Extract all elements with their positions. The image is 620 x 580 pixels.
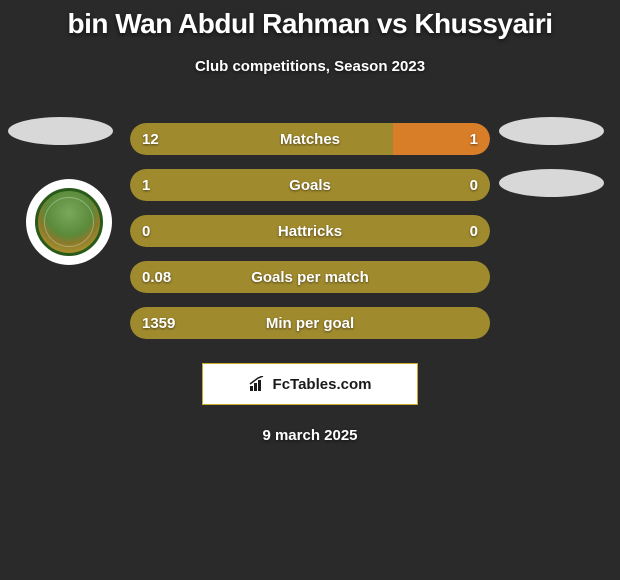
date-label: 9 march 2025	[0, 427, 620, 444]
club-left-badge	[26, 179, 112, 265]
stat-label: Min per goal	[130, 315, 490, 332]
stats-area: 121Matches 10Goals 00Hattricks 0.08Goals pe…	[0, 123, 620, 339]
player-left-avatar-placeholder	[8, 117, 113, 145]
stat-row: 00Hattricks	[130, 215, 490, 247]
stat-row: 121Matches	[130, 123, 490, 155]
footer-brand[interactable]: FcTables.com	[202, 363, 418, 405]
stat-label: Goals	[130, 177, 490, 194]
footer-brand-text: FcTables.com	[273, 376, 372, 393]
stat-bars: 121Matches 10Goals 00Hattricks 0.08Goals pe…	[130, 123, 490, 339]
subtitle: Club competitions, Season 2023	[0, 58, 620, 75]
club-right-badge-placeholder	[499, 169, 604, 197]
stat-label: Matches	[130, 131, 490, 148]
stat-label: Goals per match	[130, 269, 490, 286]
stat-row: 0.08Goals per match	[130, 261, 490, 293]
club-badge-icon	[35, 188, 103, 256]
comparison-card: bin Wan Abdul Rahman vs Khussyairi Club …	[0, 0, 620, 444]
stat-label: Hattricks	[130, 223, 490, 240]
chart-icon	[249, 376, 267, 392]
stat-row: 1359Min per goal	[130, 307, 490, 339]
page-title: bin Wan Abdul Rahman vs Khussyairi	[0, 8, 620, 40]
stat-row: 10Goals	[130, 169, 490, 201]
player-right-avatar-placeholder	[499, 117, 604, 145]
